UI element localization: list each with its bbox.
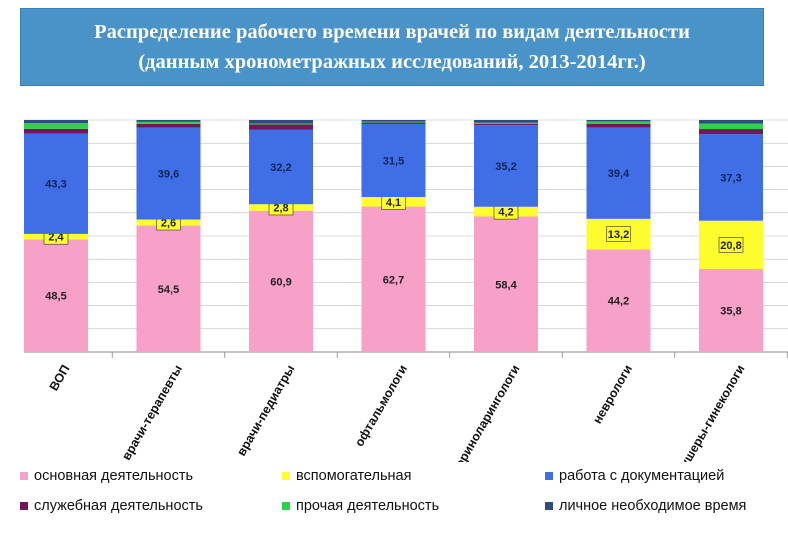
data-label: 4,2 xyxy=(498,207,513,219)
bar-segment xyxy=(586,249,651,352)
data-label: 2,4 xyxy=(48,232,64,244)
x-tick-label: офтальмологи xyxy=(352,363,410,450)
data-label: 43,3 xyxy=(45,179,66,191)
data-label: 62,7 xyxy=(383,274,404,286)
x-tick-label: неврологи xyxy=(590,363,635,427)
data-label: 4,1 xyxy=(386,197,401,209)
x-tick-label: оториноларингологи xyxy=(446,363,523,463)
data-label: 48,5 xyxy=(45,291,66,303)
bar-segment xyxy=(136,121,201,124)
bar-segment xyxy=(136,127,201,220)
legend-item-service: служебная деятельность xyxy=(20,498,203,514)
bar-segment xyxy=(24,133,88,234)
bar-segment xyxy=(249,123,313,125)
bar-segment xyxy=(474,125,538,207)
bar-segment xyxy=(586,127,651,219)
bar-segment xyxy=(136,225,201,352)
legend-label: основная деятельность xyxy=(34,468,194,484)
data-label: 54,5 xyxy=(158,284,179,296)
data-label: 35,2 xyxy=(495,161,516,173)
bar-segment xyxy=(249,129,313,205)
legend-label: личное необходимое время xyxy=(559,498,747,514)
bar-segment xyxy=(361,122,426,124)
legend-label: служебная деятельность xyxy=(34,498,203,514)
x-tick-label: врачи-терапевты xyxy=(119,363,185,463)
data-label: 35,8 xyxy=(720,305,741,317)
bar-segment xyxy=(249,124,313,130)
bar-segment xyxy=(586,120,651,122)
bar-segment xyxy=(249,120,313,124)
data-label: 31,5 xyxy=(383,155,404,167)
legend-swatch xyxy=(545,502,553,510)
data-label: 60,9 xyxy=(270,276,291,288)
data-label: 37,3 xyxy=(720,172,741,184)
legend-label: прочая деятельность xyxy=(296,498,440,514)
bar-segment xyxy=(24,128,88,134)
stacked-bar-chart: 48,5 2,4 43,3 ВОП 54,5 2,6 39,6 врачи-терапевты… xyxy=(24,119,788,463)
x-tick-label: ВОП xyxy=(47,362,73,393)
data-label: 20,8 xyxy=(720,240,741,252)
bar-segment xyxy=(474,122,538,124)
legend-swatch xyxy=(20,472,28,480)
bar-segment xyxy=(136,123,201,128)
data-label-box xyxy=(606,226,631,242)
bar-segment xyxy=(699,268,763,352)
data-label: 32,2 xyxy=(270,162,291,174)
bar-segment xyxy=(699,129,763,135)
x-tick-label: врачи-педиатры xyxy=(234,363,297,459)
bar-segment xyxy=(474,120,538,123)
bar-segment xyxy=(586,121,651,124)
bar-segment xyxy=(361,123,426,198)
bar-segment xyxy=(474,123,538,126)
data-label-box xyxy=(718,237,744,253)
chart-title-line-2: (данным хронометражных исследований, 201… xyxy=(138,51,646,73)
data-label: 2,8 xyxy=(273,202,288,214)
bar-segment xyxy=(586,123,651,128)
chart-legend: основная деятельность вспомогательная ра… xyxy=(0,462,788,544)
data-label: 13,2 xyxy=(608,229,629,241)
data-label: 39,4 xyxy=(608,168,630,180)
chart-title-box: Распределение рабочего времени врачей по… xyxy=(20,8,764,86)
bar-segment xyxy=(361,121,426,123)
data-label: 44,2 xyxy=(608,296,629,308)
bar-segment xyxy=(24,123,88,129)
legend-item-documentation: работа с документацией xyxy=(545,468,724,484)
bar-segment xyxy=(249,210,313,352)
legend-label: вспомогательная xyxy=(296,468,412,484)
legend-item-other: прочая деятельность xyxy=(282,498,439,514)
legend-swatch xyxy=(282,502,290,510)
bar-segment xyxy=(136,120,201,122)
legend-item-main: основная деятельность xyxy=(20,468,193,484)
data-label: 39,6 xyxy=(158,169,179,181)
bar-segment xyxy=(361,120,426,122)
legend-swatch xyxy=(545,472,553,480)
legend-item-personal: личное необходимое время xyxy=(545,498,746,514)
bar-segment xyxy=(24,239,88,352)
bar-segment xyxy=(474,216,538,352)
bar-segment xyxy=(24,120,88,124)
legend-item-auxiliary: вспомогательная xyxy=(282,468,411,484)
data-label: 2,6 xyxy=(161,218,176,230)
legend-label: работа с документацией xyxy=(559,468,725,484)
bar-segment xyxy=(361,206,426,352)
chart-title-line-1: Распределение рабочего времени врачей по… xyxy=(94,21,690,43)
x-tick-label: акушеры-гинекологи xyxy=(671,363,748,463)
bar-segment xyxy=(699,134,763,221)
bar-segment xyxy=(699,123,763,130)
bar-segment xyxy=(699,120,763,124)
legend-swatch xyxy=(20,502,28,510)
data-label: 58,4 xyxy=(495,279,517,291)
legend-swatch xyxy=(282,472,290,480)
